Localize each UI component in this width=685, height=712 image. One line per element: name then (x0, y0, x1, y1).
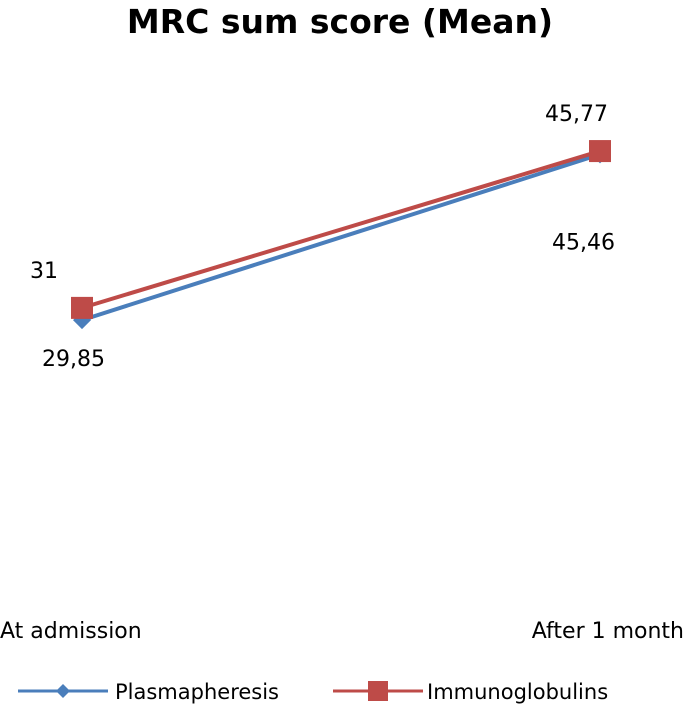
data-label-immunoglobulins-0: 31 (30, 259, 58, 284)
data-point-immunoglobulins-1 (589, 140, 611, 163)
legend-item-immunoglobulins: Immunoglobulins (333, 680, 608, 704)
legend-label-immunoglobulins: Immunoglobulins (427, 680, 608, 704)
data-label-immunoglobulins-1: 45,77 (545, 102, 608, 127)
legend-item-plasmapheresis: Plasmapheresis (18, 680, 279, 704)
series-layer (71, 140, 611, 330)
x-tick-label-after-1-month: After 1 month (532, 619, 684, 644)
legend-diamond-icon (56, 684, 70, 698)
legend: Plasmapheresis Immunoglobulins (18, 680, 608, 704)
data-label-plasmapheresis-0: 29,85 (42, 347, 105, 372)
data-labels: 29,85 45,46 31 45,77 (30, 102, 615, 372)
data-point-immunoglobulins-0 (71, 296, 93, 319)
series-line-plasmapheresis (81, 152, 601, 322)
legend-label-plasmapheresis: Plasmapheresis (115, 680, 279, 704)
x-tick-label-at-admission: At admission (0, 619, 142, 644)
chart-title: MRC sum score (Mean) (127, 2, 553, 41)
series-line-immunoglobulins (81, 149, 601, 310)
legend-square-icon (368, 681, 388, 701)
data-label-plasmapheresis-1: 45,46 (552, 230, 615, 255)
